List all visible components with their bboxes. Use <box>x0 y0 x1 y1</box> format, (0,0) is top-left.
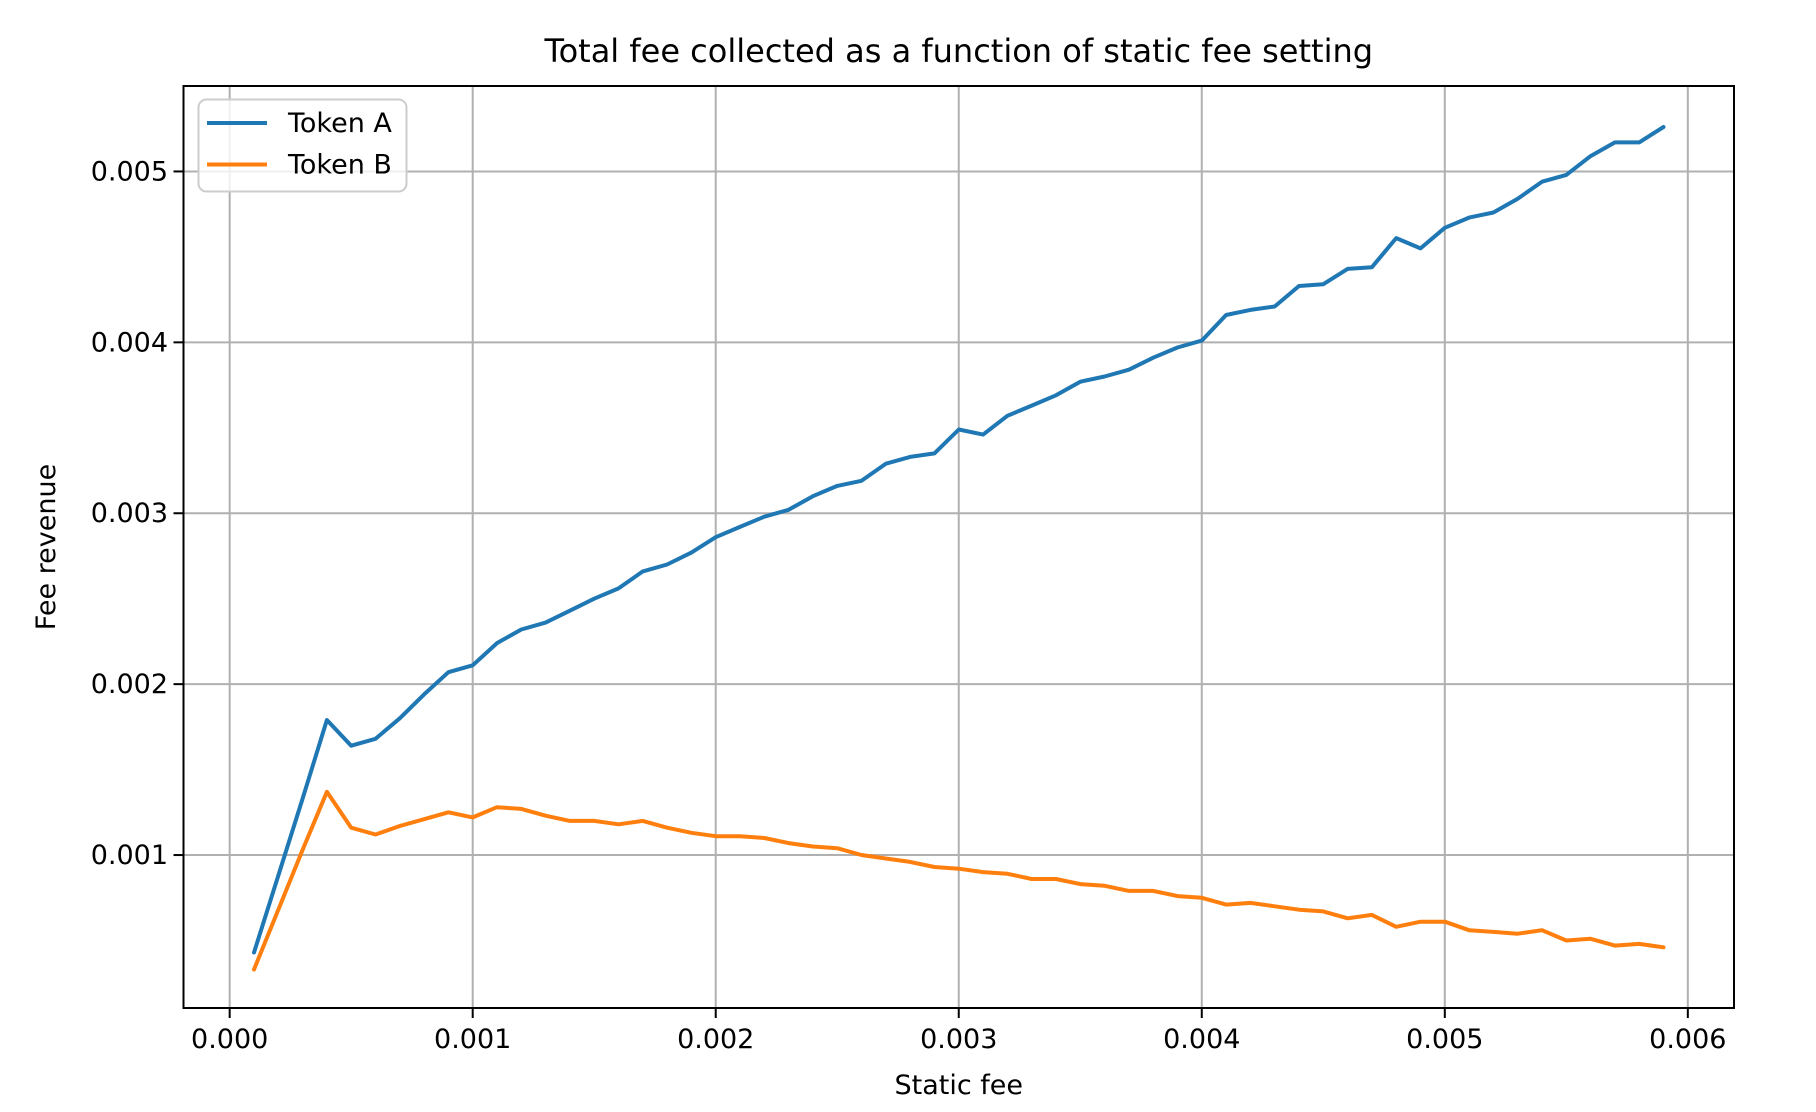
y-tick-label: 0.002 <box>91 669 168 700</box>
legend: Token A Token B <box>197 98 408 193</box>
x-tick-label: 0.004 <box>1163 1024 1240 1055</box>
token-a-line <box>252 125 1666 955</box>
x-tick-label: 0.003 <box>920 1024 997 1055</box>
chart-title: Total fee collected as a function of sta… <box>543 32 1373 70</box>
y-axis-label: Fee revenue <box>31 464 62 630</box>
x-tick-label: 0.005 <box>1406 1024 1483 1055</box>
y-tick-label: 0.001 <box>91 840 168 871</box>
x-axis-label: Static fee <box>894 1070 1023 1101</box>
x-tick-label: 0.000 <box>191 1024 268 1055</box>
x-tick-label: 0.002 <box>677 1024 754 1055</box>
y-tick-label: 0.003 <box>91 498 168 529</box>
token-b-line <box>252 789 1666 972</box>
x-tick-label: 0.006 <box>1649 1024 1726 1055</box>
legend-token-a-label: Token A <box>287 108 392 139</box>
y-tick-label: 0.005 <box>91 156 168 187</box>
y-tick-label: 0.004 <box>91 327 168 358</box>
x-tick-label: 0.001 <box>434 1024 511 1055</box>
axis-ticks: 0.000 0.001 0.002 0.003 0.004 0.005 0.006 0.001… <box>91 156 1727 1055</box>
grid <box>183 86 1734 1008</box>
series-lines <box>252 125 1666 972</box>
legend-token-b-label: Token B <box>287 150 392 181</box>
